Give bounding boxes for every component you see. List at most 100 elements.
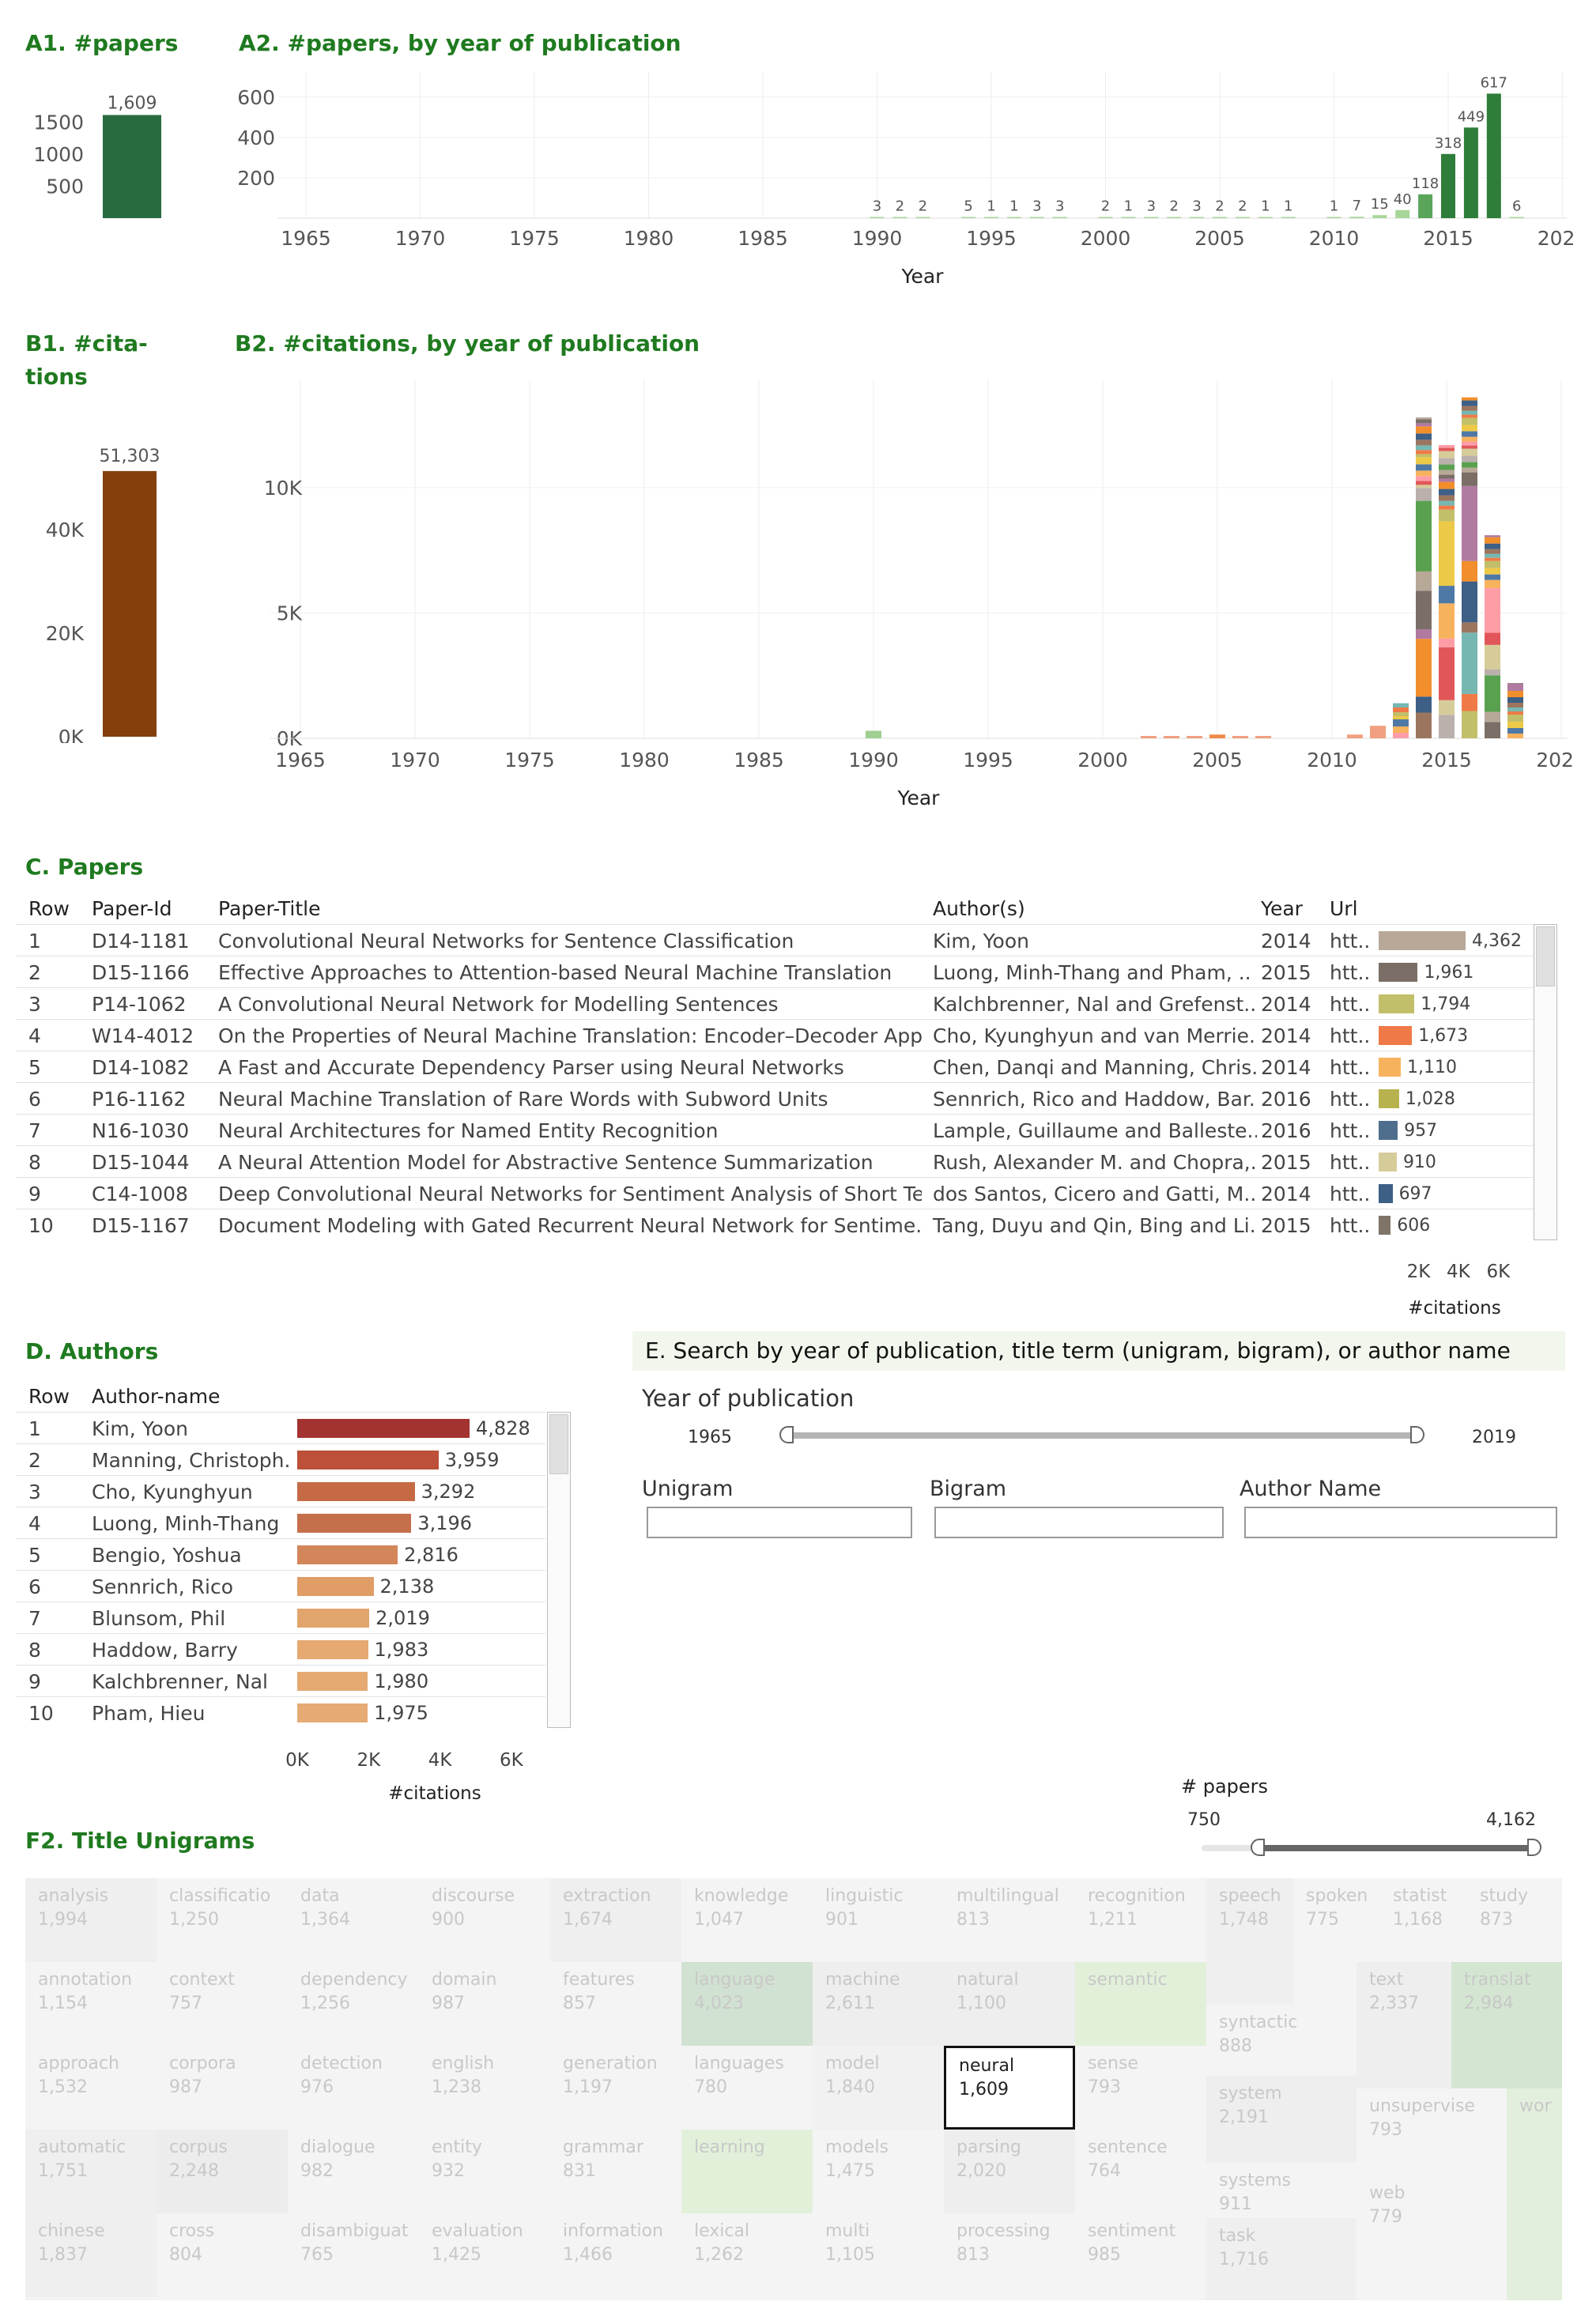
treemap-cell-features[interactable]: features 857 — [550, 1962, 681, 2046]
treemap-cell-text[interactable]: text 2,337 — [1356, 1962, 1451, 2088]
paper-url[interactable]: htt.. — [1330, 1119, 1371, 1142]
treemap-cell-unsupervise[interactable]: unsupervise 793 — [1356, 2088, 1507, 2175]
year-slider-max-handle[interactable] — [1410, 1426, 1424, 1443]
paper-url[interactable]: htt.. — [1330, 1214, 1371, 1237]
unigram-input[interactable] — [647, 1507, 912, 1538]
treemap-cell-analysis[interactable]: analysis 1,994 — [25, 1878, 157, 1962]
paper-row[interactable]: 2 D15-1166 Effective Approaches to Attenti… — [16, 956, 1534, 988]
treemap-cell-systems[interactable]: systems 911 — [1206, 2163, 1356, 2218]
paper-row[interactable]: 9 C14-1008 Deep Convolutional Neural Netwo… — [16, 1177, 1534, 1209]
treemap-cell-detection[interactable]: detection 976 — [288, 2046, 419, 2130]
treemap-cell-automatic[interactable]: automatic 1,751 — [25, 2130, 157, 2213]
treemap-cell-recognition[interactable]: recognition 1,211 — [1075, 1878, 1206, 1962]
author-row[interactable]: 3 Cho, Kyunghyun 3,292 — [16, 1475, 545, 1507]
treemap-cell-evaluation[interactable]: evaluation 1,425 — [419, 2213, 550, 2297]
author-row[interactable]: 9 Kalchbrenner, Nal 1,980 — [16, 1665, 545, 1697]
paper-row[interactable]: 10 D15-1167 Document Modeling with Gated R… — [16, 1209, 1534, 1241]
treemap-cell-system[interactable]: system 2,191 — [1206, 2076, 1356, 2163]
author-row[interactable]: 2 Manning, Christoph.. 3,959 — [16, 1443, 545, 1476]
treemap-cell-entity[interactable]: entity 932 — [419, 2130, 550, 2213]
author-row[interactable]: 7 Blunsom, Phil 2,019 — [16, 1602, 545, 1634]
paper-url[interactable]: htt.. — [1330, 993, 1371, 1016]
treemap-cell-language[interactable]: language 4,023 — [681, 1962, 813, 2046]
author-row[interactable]: 8 Haddow, Barry 1,983 — [16, 1633, 545, 1666]
treemap-cell-grammar[interactable]: grammar 831 — [550, 2130, 681, 2213]
treemap-cell-dialogue[interactable]: dialogue 982 — [288, 2130, 419, 2213]
treemap-cell-model[interactable]: model 1,840 — [813, 2046, 944, 2130]
treemap-cell-machine[interactable]: machine 2,611 — [813, 1962, 944, 2046]
papers-scrollbar[interactable] — [1534, 924, 1557, 1240]
authors-scrollbar[interactable] — [547, 1412, 571, 1728]
treemap-cell-annotation[interactable]: annotation 1,154 — [25, 1962, 157, 2046]
paper-url[interactable]: htt.. — [1330, 1151, 1371, 1174]
treemap-cell-semantic[interactable]: semantic — [1075, 1962, 1206, 2046]
treemap-cell-domain[interactable]: domain 987 — [419, 1962, 550, 2046]
papers-filter-min-handle[interactable] — [1251, 1839, 1265, 1856]
paper-url[interactable]: htt.. — [1330, 1024, 1371, 1047]
treemap-cell-chinese[interactable]: chinese 1,837 — [25, 2213, 157, 2297]
treemap-cell-generation[interactable]: generation 1,197 — [550, 2046, 681, 2130]
paper-row[interactable]: 8 D15-1044 A Neural Attention Model for Ab… — [16, 1145, 1534, 1178]
paper-url[interactable]: htt.. — [1330, 1088, 1371, 1111]
treemap-cell-knowledge[interactable]: knowledge 1,047 — [681, 1878, 813, 1962]
author-row[interactable]: 4 Luong, Minh-Thang 3,196 — [16, 1507, 545, 1539]
paper-url[interactable]: htt.. — [1330, 930, 1371, 953]
treemap-cell-syntactic[interactable]: syntactic 888 — [1206, 2005, 1356, 2076]
treemap-cell-context[interactable]: context 757 — [157, 1962, 288, 2046]
treemap-cell-neural[interactable]: neural 1,609 — [944, 2046, 1075, 2130]
paper-row[interactable]: 5 D14-1082 A Fast and Accurate Dependency … — [16, 1051, 1534, 1083]
papers-filter-max-handle[interactable] — [1527, 1839, 1541, 1856]
treemap-cell-multilingual[interactable]: multilingual 813 — [944, 1878, 1075, 1962]
paper-row[interactable]: 7 N16-1030 Neural Architectures for Named … — [16, 1114, 1534, 1146]
paper-url[interactable]: htt.. — [1330, 961, 1371, 984]
paper-row[interactable]: 3 P14-1062 A Convolutional Neural Network … — [16, 987, 1534, 1020]
treemap-cell-wor[interactable]: wor — [1507, 2088, 1562, 2300]
year-slider-min-handle[interactable] — [779, 1426, 794, 1443]
treemap-cell-corpora[interactable]: corpora 987 — [157, 2046, 288, 2130]
treemap-cell-sense[interactable]: sense 793 — [1075, 2046, 1206, 2130]
bigram-input[interactable] — [934, 1507, 1224, 1538]
treemap-cell-parsing[interactable]: parsing 2,020 — [944, 2130, 1075, 2213]
treemap-cell-processing[interactable]: processing 813 — [944, 2213, 1075, 2297]
treemap-cell-disambiguat[interactable]: disambiguat 765 — [288, 2213, 419, 2297]
author-row[interactable]: 10 Pham, Hieu 1,975 — [16, 1696, 545, 1729]
treemap-cell-learning[interactable]: learning — [681, 2130, 813, 2213]
paper-url[interactable]: htt.. — [1330, 1183, 1371, 1205]
treemap-cell-task[interactable]: task 1,716 — [1206, 2218, 1356, 2300]
treemap-cell-statist[interactable]: statist 1,168 — [1380, 1878, 1467, 1962]
treemap-cell-information[interactable]: information 1,466 — [550, 2213, 681, 2297]
treemap-cell-data[interactable]: data 1,364 — [288, 1878, 419, 1962]
treemap-cell-english[interactable]: english 1,238 — [419, 2046, 550, 2130]
treemap-cell-multi[interactable]: multi 1,105 — [813, 2213, 944, 2297]
treemap-cell-natural[interactable]: natural 1,100 — [944, 1962, 1075, 2046]
treemap-cell-linguistic[interactable]: linguistic 901 — [813, 1878, 944, 1962]
authors-scroll-thumb[interactable] — [549, 1414, 568, 1474]
treemap-cell-corpus[interactable]: corpus 2,248 — [157, 2130, 288, 2213]
paper-url[interactable]: htt.. — [1330, 1056, 1371, 1079]
treemap-cell-study[interactable]: study 873 — [1467, 1878, 1562, 1962]
treemap-cell-web[interactable]: web 779 — [1356, 2175, 1507, 2300]
papers-scroll-thumb[interactable] — [1536, 926, 1555, 987]
treemap-cell-translat[interactable]: translat 2,984 — [1451, 1962, 1562, 2088]
treemap-cell-languages[interactable]: languages 780 — [681, 2046, 813, 2130]
treemap-cell-speech[interactable]: speech 1,748 — [1206, 1878, 1293, 2005]
treemap-cell-dependency[interactable]: dependency 1,256 — [288, 1962, 419, 2046]
paper-row[interactable]: 6 P16-1162 Neural Machine Translation of R… — [16, 1082, 1534, 1115]
treemap-cell-models[interactable]: models 1,475 — [813, 2130, 944, 2213]
treemap-cell-spoken[interactable]: spoken 775 — [1293, 1878, 1380, 1962]
author-row[interactable]: 1 Kim, Yoon 4,828 — [16, 1412, 545, 1444]
author-name-input[interactable] — [1244, 1507, 1557, 1538]
author-row[interactable]: 6 Sennrich, Rico 2,138 — [16, 1570, 545, 1602]
treemap-cell-cross[interactable]: cross 804 — [157, 2213, 288, 2297]
treemap-cell-discourse[interactable]: discourse 900 — [419, 1878, 550, 1962]
treemap-cell-extraction[interactable]: extraction 1,674 — [550, 1878, 681, 1962]
treemap-cell-sentiment[interactable]: sentiment 985 — [1075, 2213, 1206, 2297]
paper-row[interactable]: 1 D14-1181 Convolutional Neural Networks f… — [16, 924, 1534, 956]
year-slider-track[interactable] — [786, 1432, 1418, 1439]
treemap-cell-approach[interactable]: approach 1,532 — [25, 2046, 157, 2130]
treemap-cell-lexical[interactable]: lexical 1,262 — [681, 2213, 813, 2297]
treemap-cell-sentence[interactable]: sentence 764 — [1075, 2130, 1206, 2213]
author-row[interactable]: 5 Bengio, Yoshua 2,816 — [16, 1538, 545, 1571]
treemap-cell-classificatio[interactable]: classificatio 1,250 — [157, 1878, 288, 1962]
paper-row[interactable]: 4 W14-4012 On the Properties of Neural Mac… — [16, 1019, 1534, 1051]
